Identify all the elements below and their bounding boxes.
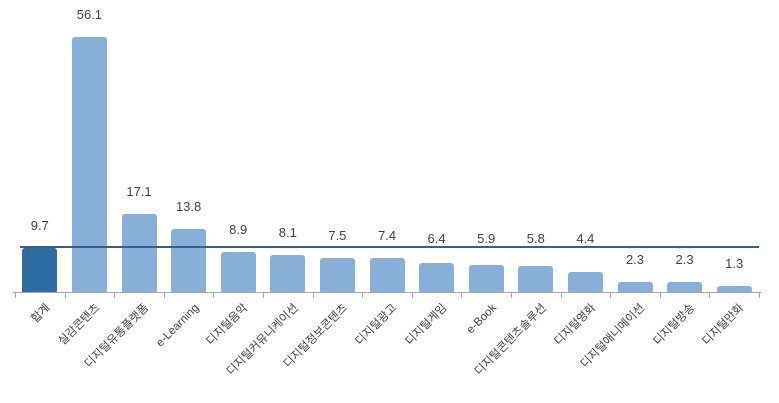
axis-tick [312,292,314,298]
value-label: 5.8 [526,230,545,246]
category-label: 디지털게임 [403,302,450,348]
reference-line [20,245,759,248]
axis-tick [759,292,760,298]
category-label: 디지털광고 [353,302,400,348]
axis-tick [213,292,215,298]
category-label: 디지털영화 [551,302,598,348]
category-label: 디지털만화 [700,302,747,348]
value-label: 17.1 [126,184,152,200]
category-label: e-Book [464,302,499,337]
value-label: 2.3 [675,251,694,267]
category-label: 디지털커뮤니케이션 [224,302,301,378]
bar [171,229,207,292]
bar [617,281,653,292]
value-label: 8.1 [278,225,297,241]
bar [22,247,58,292]
bar [419,262,455,292]
axis-tick [461,292,463,298]
value-label: 7.5 [328,227,347,243]
bar [319,257,355,292]
value-label: 56.1 [76,6,103,22]
axis-tick [560,292,562,298]
value-label: 4.4 [576,230,595,246]
axis-tick [163,292,165,298]
bar [518,265,554,292]
plot-area: 9.7 56.1 17.1 13.8 8.9 8.1 7.5 7.4 6.4 5.9 5.8 4.4 2… [15,0,759,292]
bar [121,214,157,292]
axis-tick [511,292,512,298]
category-label: 디지털정보콘텐츠 [281,302,350,371]
category-label: 실감콘텐츠 [55,302,102,348]
bar [468,265,504,292]
bar [716,286,752,292]
category-label: 합계 [28,302,53,326]
axis-tick [15,292,16,298]
value-label: 8.9 [229,221,248,237]
category-label: 디지털콘텐츠솔루션 [472,302,549,378]
bar [369,258,405,292]
value-label: 7.4 [377,228,397,244]
value-label: 2.3 [625,251,645,267]
axis-tick [659,292,661,298]
axis-tick [263,292,264,298]
bar [220,251,256,292]
category-label: 디지털애니메이션 [579,302,648,371]
bar [667,281,703,292]
category-label: 디지털음악 [204,302,251,348]
axis-tick [64,292,66,298]
bar [71,36,107,292]
axis-tick [362,292,364,298]
bar [270,255,306,292]
category-label: 디지털유통플랫폼 [83,302,152,371]
value-label: 13.8 [175,199,202,215]
x-axis-line [13,292,761,293]
value-label: 5.9 [477,230,496,246]
category-label: e-Learning [153,302,202,350]
value-label: 1.3 [725,256,744,272]
axis-tick [411,292,413,298]
axis-tick [114,292,116,298]
bar [567,272,603,292]
category-label: 디지털방송 [651,302,698,348]
value-label: 6.4 [427,230,446,246]
axis-tick [610,292,612,298]
value-label: 9.7 [30,217,49,233]
axis-tick [709,292,711,298]
